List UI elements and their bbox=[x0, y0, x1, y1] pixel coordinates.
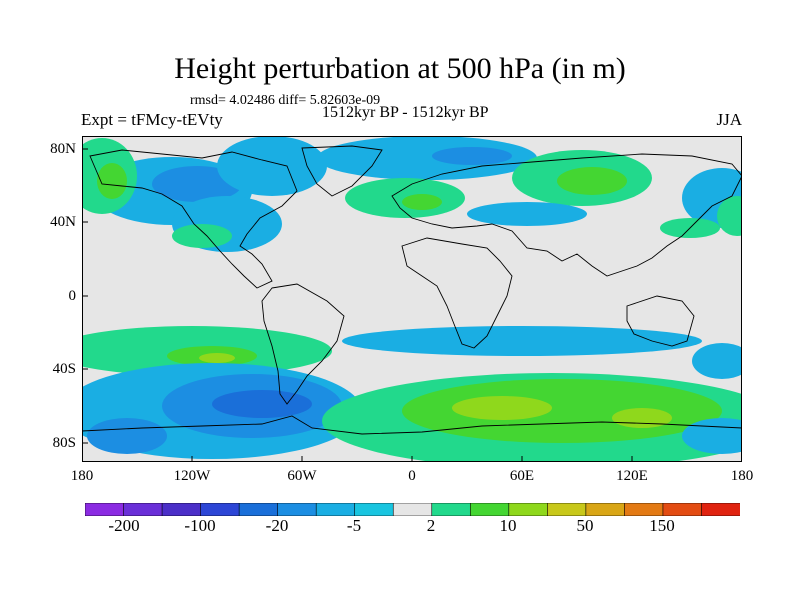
map-panel bbox=[82, 136, 742, 462]
colorbar-swatch bbox=[238, 503, 279, 516]
lon-label: 180 bbox=[730, 468, 754, 484]
colorbar-swatch bbox=[392, 503, 433, 516]
colorbar-label: -200 bbox=[108, 516, 140, 535]
colorbar-swatch bbox=[508, 503, 548, 516]
colorbar-swatch bbox=[315, 503, 356, 516]
south-america-coast bbox=[261, 283, 345, 405]
lon-label: 0 bbox=[408, 468, 416, 484]
colorbar-swatch bbox=[701, 503, 740, 516]
colorbar-swatch bbox=[123, 503, 163, 516]
colorbar-swatch bbox=[277, 503, 317, 516]
antarctica-coast bbox=[82, 415, 742, 435]
contour-fill-north bbox=[82, 136, 742, 252]
lat-label: 40N bbox=[50, 214, 76, 230]
colorbar-label: -20 bbox=[265, 516, 289, 535]
lat-label: 80N bbox=[50, 141, 76, 157]
lon-label: 180 bbox=[70, 468, 94, 484]
colorbar-swatch bbox=[200, 503, 240, 516]
map-frame bbox=[82, 136, 742, 462]
colorbar-label: -5 bbox=[346, 516, 362, 535]
period-label: 1512kyr BP - 1512kyr BP bbox=[322, 104, 489, 121]
australia-coast bbox=[626, 295, 695, 347]
lat-label: 0 bbox=[68, 288, 77, 304]
colorbar-swatch bbox=[85, 503, 125, 516]
lon-label: 120E bbox=[616, 468, 648, 484]
lon-label: 60W bbox=[287, 468, 317, 484]
plot-title: Height perturbation at 500 hPa (in m) bbox=[174, 52, 626, 85]
colorbar-swatch bbox=[354, 503, 394, 516]
colorbar bbox=[85, 503, 740, 516]
colorbar-swatch bbox=[624, 503, 664, 516]
stats-label: rmsd= 4.02486 diff= 5.82603e-09 bbox=[190, 93, 381, 108]
contour-fill-south bbox=[82, 326, 742, 462]
colorbar-swatch bbox=[585, 503, 626, 516]
eurasia-coast bbox=[391, 153, 742, 277]
africa-coast bbox=[401, 237, 513, 349]
coastlines bbox=[82, 145, 742, 435]
experiment-label: Expt = tFMcy-tEVty bbox=[81, 110, 223, 129]
colorbar-swatch bbox=[431, 503, 471, 516]
colorbar-swatch bbox=[662, 503, 703, 516]
north-america-coast bbox=[89, 149, 298, 289]
colorbar-swatch bbox=[547, 503, 587, 516]
season-label: JJA bbox=[716, 110, 742, 129]
colorbar-label: 2 bbox=[426, 516, 436, 535]
colorbar-label: 50 bbox=[576, 516, 594, 535]
lat-label: 40S bbox=[52, 361, 76, 377]
colorbar-label: 150 bbox=[649, 516, 675, 535]
greenland-coast bbox=[301, 145, 383, 197]
lon-label: 120W bbox=[173, 468, 211, 484]
colorbar-label: 10 bbox=[499, 516, 517, 535]
colorbar-swatch bbox=[161, 503, 202, 516]
lat-label: 80S bbox=[52, 435, 76, 451]
lon-label: 60E bbox=[509, 468, 535, 484]
colorbar-swatch bbox=[469, 503, 510, 516]
colorbar-label: -100 bbox=[184, 516, 216, 535]
